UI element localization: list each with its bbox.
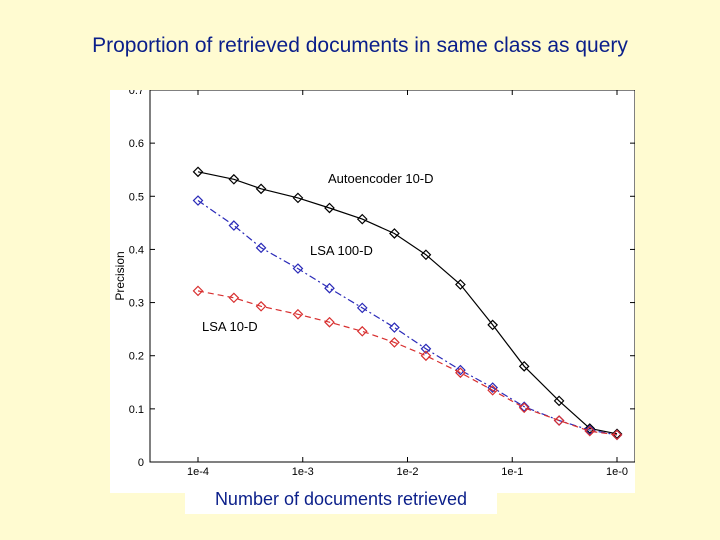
data-point-lsa-100-d [420,343,432,355]
data-point-lsa-100-d [192,195,204,206]
series-line-lsa-100-d [197,200,618,436]
data-point-autoencoder-10-d [228,173,240,185]
annotation-autoencoder: Autoencoder 10-D [328,171,434,186]
data-point-autoencoder-10-d [584,423,596,434]
data-point-lsa-100-d [455,364,466,376]
axis-ticks: 0 0.1 0.2 0.3 0.4 0.5 0.6 0.7 1e-4 1e-3 1e-2 1e-1 1e… [129,90,635,478]
data-point-lsa-100-d [356,302,368,314]
y-tick-label: 0.3 [129,298,144,310]
x-axis-caption: Number of documents retrieved [185,484,497,514]
data-point-autoencoder-10-d [324,202,335,214]
data-point-lsa-10-d [584,425,596,437]
data-point-lsa-10-d [487,384,499,396]
x-tick-label: 1e-2 [396,466,418,478]
data-point-autoencoder-10-d [255,183,267,195]
data-point-autoencoder-10-d [518,360,530,372]
data-point-lsa-10-d [324,316,335,328]
x-tick-label: 1e-1 [501,466,523,478]
data-point-lsa-100-d [255,242,267,254]
y-tick-label: 0.6 [129,138,144,150]
x-tick-label: 1e-3 [292,466,314,478]
annotation-lsa-10d: LSA 10-D [202,319,258,334]
data-point-lsa-100-d [228,220,240,231]
data-point-lsa-10-d [292,308,304,320]
series-line-lsa-10-d [197,290,618,436]
data-point-lsa-10-d [553,415,565,426]
data-point-autoencoder-10-d [356,213,368,225]
data-point-lsa-10-d [255,300,267,312]
data-point-lsa-10-d [228,292,240,304]
chart-figure: 0 0.1 0.2 0.3 0.4 0.5 0.6 0.7 1e-4 1e-3 1e-2 1e-1 1e… [110,90,635,493]
plot-frame [149,90,635,463]
data-point-autoencoder-10-d [292,192,304,204]
data-point-lsa-10-d [611,429,623,441]
data-point-autoencoder-10-d [389,228,400,239]
y-tick-label: 0.5 [129,191,144,203]
precision-chart: 0 0.1 0.2 0.3 0.4 0.5 0.6 0.7 1e-4 1e-3 1e-2 1e-1 1e… [113,90,635,478]
data-point-lsa-10-d [455,367,466,379]
data-point-lsa-100-d [487,382,499,393]
x-tick-label: 1e-0 [606,466,628,478]
data-point-lsa-10-d [518,402,530,414]
data-point-autoencoder-10-d [553,395,565,407]
series-line-autoencoder-10-d [197,171,618,435]
y-tick-label: 0.4 [129,244,144,256]
y-tick-label: 0.7 [129,90,144,97]
data-point-lsa-100-d [324,282,335,294]
data-point-lsa-100-d [292,263,304,274]
data-point-autoencoder-10-d [420,249,432,261]
data-point-lsa-100-d [389,322,400,333]
data-point-lsa-10-d [192,285,204,297]
slide-title: Proportion of retrieved documents in sam… [92,34,628,57]
y-tick-label: 0 [138,457,144,469]
data-point-autoencoder-10-d [192,166,204,178]
y-tick-label: 0.1 [129,404,144,416]
data-point-lsa-100-d [518,401,530,413]
data-point-lsa-10-d [420,350,432,362]
y-tick-label: 0.2 [129,351,144,363]
data-point-lsa-100-d [584,424,596,436]
data-point-autoencoder-10-d [611,428,623,440]
x-tick-label: 1e-4 [187,466,209,478]
annotation-lsa-100d: LSA 100-D [310,243,373,258]
data-point-lsa-10-d [356,325,368,337]
y-axis-label: Precision [113,251,127,300]
data-point-autoencoder-10-d [455,279,466,290]
data-point-lsa-10-d [389,337,400,348]
series-layer [192,166,623,441]
data-point-autoencoder-10-d [487,319,499,331]
